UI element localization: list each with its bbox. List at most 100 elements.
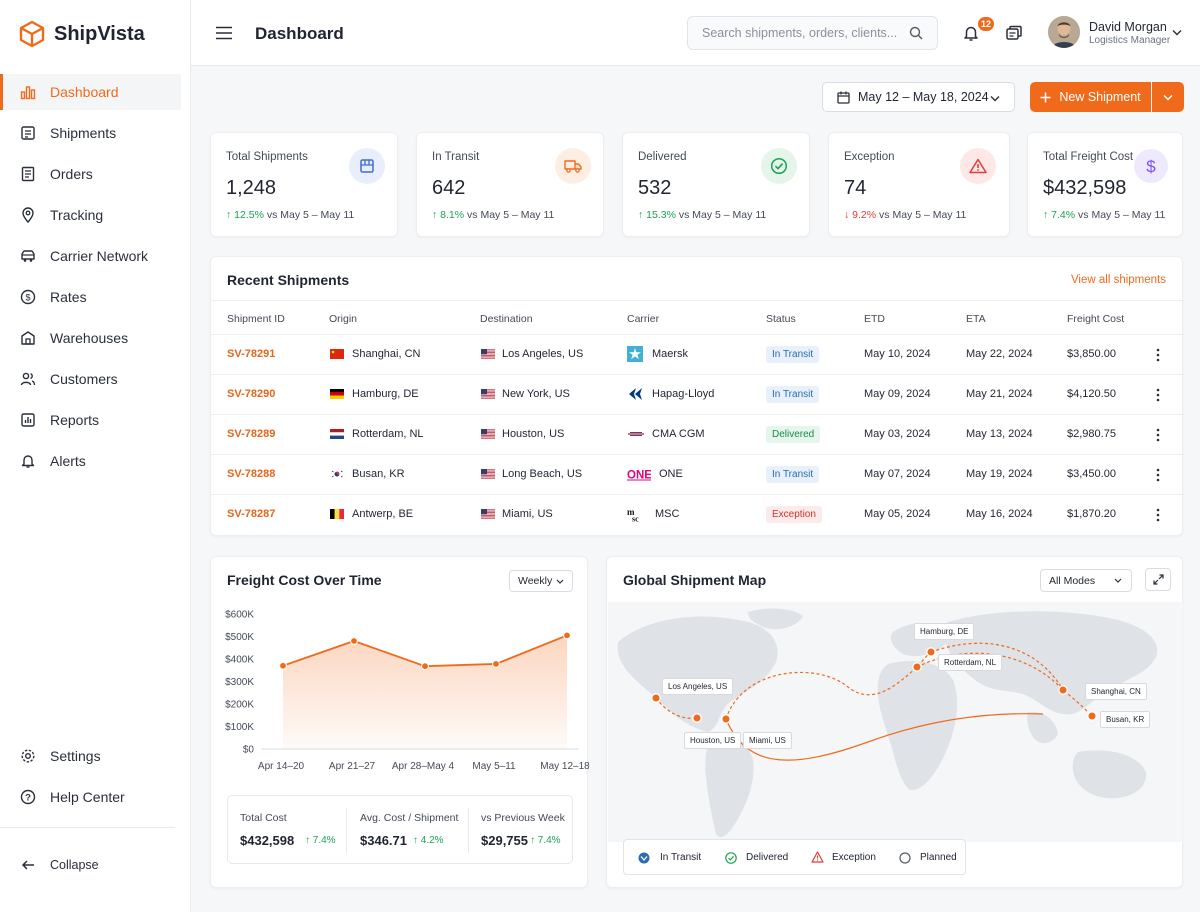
view-all-shipments-link[interactable]: View all shipments (1070, 274, 1166, 286)
table-row[interactable]: SV-78291 Shanghai, CN Los Angeles, US Ma… (211, 334, 1184, 374)
app-name: ShipVista (54, 22, 145, 45)
column-header[interactable]: Status (766, 313, 796, 325)
sidebar-item-label: Alerts (50, 453, 86, 469)
kpi-card-delivered[interactable]: Delivered 532 ↑ 15.3% vs May 5 – May 11 (622, 132, 810, 237)
sidebar-item-customers[interactable]: Customers (0, 361, 181, 397)
summary-label: Total Cost (240, 812, 287, 824)
freight-cost: $2,980.75 (1067, 428, 1116, 440)
notification-bell-icon[interactable] (962, 24, 980, 42)
sidebar-item-label: Orders (50, 166, 93, 182)
sidebar-item-settings[interactable]: Settings (0, 738, 181, 774)
planned-circle-icon (899, 852, 911, 864)
avatar[interactable] (1048, 16, 1080, 48)
status-badge: In Transit (766, 346, 820, 363)
column-header[interactable]: ETA (966, 313, 986, 325)
kpi-card-total-shipments[interactable]: Total Shipments 1,248 ↑ 12.5% vs May 5 –… (210, 132, 398, 237)
more-vertical-icon[interactable] (1152, 427, 1164, 443)
kpi-card-in-transit[interactable]: In Transit 642 ↑ 8.1% vs May 5 – May 11 (416, 132, 604, 237)
check-circle-icon (725, 852, 737, 864)
sidebar-item-carrier-network[interactable]: Carrier Network (0, 238, 181, 274)
sidebar-item-label: Shipments (50, 125, 117, 141)
messages-icon[interactable] (1005, 24, 1023, 42)
cma-cgm-logo-icon (627, 432, 645, 436)
port-marker[interactable] (651, 693, 661, 703)
port-marker[interactable] (926, 647, 936, 657)
section-title: Freight Cost Over Time (227, 572, 382, 588)
sidebar-item-warehouses[interactable]: Warehouses (0, 320, 181, 356)
search-input[interactable] (687, 16, 938, 50)
port-marker[interactable] (721, 714, 731, 724)
table-row[interactable]: SV-78287 Antwerp, BE Miami, US m sc MSC E… (211, 494, 1184, 536)
period-select[interactable]: Weekly (509, 570, 573, 592)
port-marker[interactable] (1058, 685, 1068, 695)
sidebar-item-help-center[interactable]: ? Help Center (0, 779, 181, 815)
section-title: Recent Shipments (227, 272, 350, 288)
port-label: Houston, US (684, 732, 742, 749)
hamburger-menu-icon[interactable] (216, 26, 232, 40)
sidebar-item-orders[interactable]: Orders (0, 156, 181, 192)
new-shipment-button[interactable]: New Shipment (1030, 82, 1151, 112)
port-marker[interactable] (1087, 711, 1097, 721)
kpi-delta: ↑ 8.1% vs May 5 – May 11 (432, 209, 555, 221)
collapse-button[interactable]: Collapse (0, 847, 181, 883)
shipment-id-link[interactable]: SV-78287 (227, 508, 276, 520)
more-vertical-icon[interactable] (1152, 507, 1164, 523)
svg-text:m: m (627, 507, 635, 517)
table-row[interactable]: SV-78290 Hamburg, DE New York, US Hapag-… (211, 374, 1184, 414)
column-header[interactable]: Freight Cost (1067, 313, 1125, 325)
sidebar-item-rates[interactable]: $ Rates (0, 279, 181, 315)
route-line (930, 642, 1064, 691)
warehouse-icon (21, 331, 35, 345)
chevron-down-icon (1163, 94, 1173, 101)
chevron-down-icon (556, 579, 564, 584)
shipment-id-link[interactable]: SV-78290 (227, 388, 276, 400)
column-header[interactable]: Origin (329, 313, 358, 325)
table-row[interactable]: SV-78289 Rotterdam, NL Houston, US CMA C… (211, 414, 1184, 454)
divider (468, 808, 469, 853)
more-vertical-icon[interactable] (1152, 387, 1164, 403)
data-point (563, 631, 571, 640)
map-legend: In Transit Delivered Exception Planned (623, 839, 966, 875)
flag-us-icon (481, 389, 495, 399)
shipment-id-link[interactable]: SV-78288 (227, 468, 276, 480)
shipment-id-link[interactable]: SV-78291 (227, 348, 276, 360)
etd: May 07, 2024 (864, 468, 931, 480)
column-header[interactable]: Destination (480, 313, 533, 325)
kpi-delta: ↑ 12.5% vs May 5 – May 11 (226, 209, 355, 221)
eta: May 16, 2024 (966, 508, 1033, 520)
freight-cost: $3,850.00 (1067, 348, 1116, 360)
chevron-down-icon[interactable] (1172, 29, 1182, 36)
sidebar-item-shipments[interactable]: Shipments (0, 115, 181, 151)
more-vertical-icon[interactable] (1152, 347, 1164, 363)
sidebar-item-reports[interactable]: Reports (0, 402, 181, 438)
sidebar-item-dashboard[interactable]: Dashboard (0, 74, 181, 110)
port-label: Shanghai, CN (1085, 683, 1147, 700)
eta: May 19, 2024 (966, 468, 1033, 480)
column-header[interactable]: Carrier (627, 313, 660, 325)
date-range-picker[interactable]: May 12 – May 18, 2024 (822, 82, 1015, 112)
sidebar-item-tracking[interactable]: Tracking (0, 197, 181, 233)
port-marker[interactable] (692, 713, 702, 723)
mode-select[interactable]: All Modes (1040, 569, 1132, 592)
msc-logo-icon: msc (627, 507, 639, 522)
destination: Houston, US (502, 428, 565, 440)
sidebar-item-alerts[interactable]: Alerts (0, 443, 181, 479)
expand-map-button[interactable] (1145, 568, 1171, 591)
help-icon: ? (20, 789, 36, 805)
port-marker[interactable] (912, 662, 922, 672)
port-label: Miami, US (743, 732, 792, 749)
app-logo[interactable]: ShipVista (18, 20, 145, 48)
kpi-card-exception[interactable]: Exception 74 ↓ 9.2% vs May 5 – May 11 (828, 132, 1010, 237)
column-header[interactable]: Shipment ID (227, 313, 285, 325)
document-icon (21, 166, 35, 182)
world-map[interactable] (608, 602, 1183, 842)
shipment-id-link[interactable]: SV-78289 (227, 428, 276, 440)
truck-icon (564, 160, 582, 173)
column-header[interactable]: ETD (864, 313, 885, 325)
table-row[interactable]: SV-78288 Busan, KR Long Beach, US ONE ON… (211, 454, 1184, 494)
kpi-card-total-freight-cost[interactable]: Total Freight Cost $432,598 ↑ 7.4% vs Ma… (1027, 132, 1183, 237)
search-icon[interactable] (909, 26, 923, 40)
new-shipment-dropdown-button[interactable] (1152, 82, 1184, 112)
more-vertical-icon[interactable] (1152, 467, 1164, 483)
kpi-icon-wrap: $ (1134, 149, 1168, 183)
